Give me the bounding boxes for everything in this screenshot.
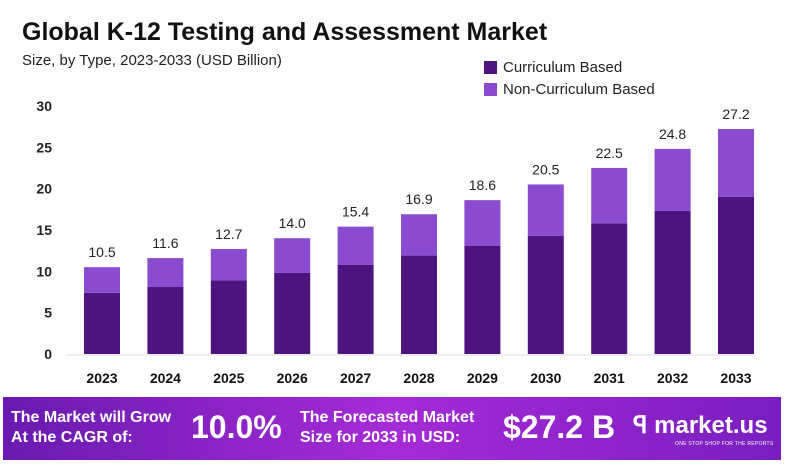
bar-chart: 05101520253010.5202311.6202412.7202514.0… [36, 98, 754, 386]
bar-segment [274, 238, 311, 273]
bar-segment [527, 184, 564, 236]
data-label: 15.4 [342, 204, 369, 220]
bar-segment [654, 210, 691, 354]
bar-segment [718, 196, 754, 354]
logo: ꟼ market.us [633, 411, 768, 440]
y-tick-label: 0 [44, 346, 52, 362]
chart-title: Global K-12 Testing and Assessment Marke… [22, 18, 548, 46]
legend-label: Curriculum Based [503, 59, 623, 76]
data-label: 27.2 [722, 106, 749, 122]
x-tick-label: 2030 [530, 370, 561, 386]
legend-label: Non-Curriculum Based [503, 81, 655, 98]
forecast-label-line: The Forecasted Market [300, 409, 475, 426]
y-tick-label: 10 [36, 263, 52, 279]
forecast-label-line: Size for 2033 in USD: [300, 429, 461, 446]
bar-segment [337, 264, 374, 354]
data-label: 16.9 [405, 191, 432, 207]
bar-segment [84, 292, 120, 354]
x-tick-label: 2023 [86, 370, 117, 386]
y-tick-label: 20 [36, 181, 52, 197]
bar-segment [147, 258, 184, 288]
data-label: 22.5 [596, 145, 623, 161]
x-tick-label: 2024 [150, 370, 181, 386]
x-tick-label: 2032 [657, 370, 688, 386]
x-tick-label: 2031 [594, 370, 625, 386]
data-label: 20.5 [532, 161, 559, 177]
y-tick-label: 30 [36, 98, 52, 114]
forecast-value: $27.2 B [503, 409, 616, 445]
data-label: 24.8 [659, 126, 686, 142]
logo-tagline: ONE STOP SHOP FOR THE REPORTS [675, 441, 774, 447]
bar-segment [401, 255, 437, 354]
bar-segment [718, 129, 754, 197]
bar-segment [591, 167, 628, 224]
bar-segment [464, 200, 501, 246]
y-tick-label: 5 [44, 305, 52, 321]
bar-segment [337, 226, 374, 265]
x-tick-label: 2025 [213, 370, 244, 386]
bar-segment [464, 245, 501, 354]
x-tick-label: 2027 [340, 370, 371, 386]
legend-item-curriculum: Curriculum Based [484, 59, 622, 76]
data-label: 14.0 [279, 215, 306, 231]
chart-subtitle: Size, by Type, 2023-2033 (USD Billion) [22, 52, 282, 69]
data-label: 11.6 [152, 235, 178, 251]
x-tick-label: 2026 [277, 370, 308, 386]
bar-segment [84, 267, 120, 293]
cagr-label-line: At the CAGR of: [11, 429, 133, 446]
bar-segment [210, 248, 247, 281]
x-tick-label: 2033 [720, 370, 751, 386]
cagr-value: 10.0% [191, 409, 282, 445]
bar-segment [654, 148, 691, 211]
forecast-label: The Forecasted Market Size for 2033 in US… [300, 408, 474, 448]
x-tick-label: 2029 [467, 370, 498, 386]
bar-segment [527, 235, 564, 354]
bar-segment [147, 287, 184, 354]
footer-banner: The Market will Grow At the CAGR of: 10.0… [3, 397, 781, 460]
y-tick-label: 15 [36, 222, 52, 238]
bar-segment [591, 223, 628, 354]
logo-icon: ꟼ [633, 412, 648, 439]
data-label: 18.6 [469, 177, 496, 193]
data-label: 10.5 [88, 244, 115, 260]
cagr-label: The Market will Grow At the CAGR of: [11, 408, 171, 448]
data-label: 12.7 [215, 226, 242, 242]
y-tick-label: 25 [36, 139, 52, 155]
x-tick-label: 2028 [403, 370, 434, 386]
bar-segment [210, 280, 247, 354]
logo-text: market.us [654, 412, 768, 439]
bar-segment [274, 272, 311, 354]
legend-swatch [484, 61, 497, 74]
bar-segment [401, 214, 437, 256]
legend-item-non-curriculum: Non-Curriculum Based [484, 81, 655, 98]
cagr-label-line: The Market will Grow [11, 409, 172, 426]
legend-swatch [484, 83, 497, 96]
